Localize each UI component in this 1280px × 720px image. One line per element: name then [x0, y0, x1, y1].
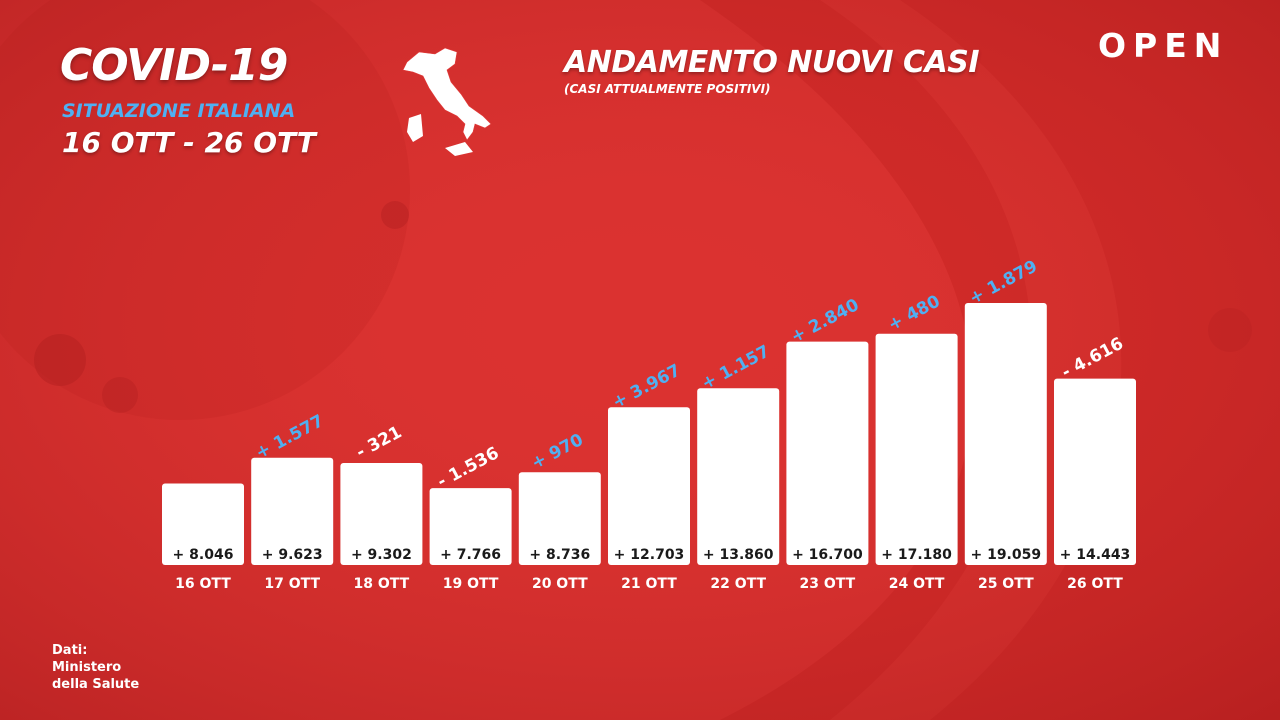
- x-tick-label: 19 OTT: [443, 576, 499, 592]
- x-tick-label: 25 OTT: [978, 576, 1034, 592]
- bar-value-label: + 9.302: [351, 547, 412, 563]
- bar: [697, 388, 780, 565]
- delta-label: - 4.616: [1058, 334, 1126, 383]
- bar: [429, 488, 512, 565]
- x-tick-label: 17 OTT: [264, 576, 320, 592]
- x-tick-label: 16 OTT: [175, 576, 231, 592]
- source-line: della Salute: [52, 677, 140, 692]
- chart-title: ANDAMENTO NUOVI CASI: [564, 45, 980, 80]
- delta-label: + 1.157: [699, 342, 774, 394]
- bar: [340, 462, 423, 565]
- delta-label: + 1.577: [253, 411, 328, 463]
- italy-map-icon: [402, 47, 492, 156]
- bar-value-label: + 12.703: [614, 547, 685, 563]
- date-range: 16 OTT - 26 OTT: [62, 126, 316, 159]
- page-title: COVID-19: [60, 40, 288, 91]
- x-tick-label: 20 OTT: [532, 576, 588, 592]
- data-source: Dati: Ministero della Salute: [52, 642, 139, 693]
- open-logo: OPEN: [1098, 26, 1229, 65]
- x-tick-label: 22 OTT: [710, 576, 766, 592]
- bar-value-label: + 13.860: [703, 547, 774, 563]
- source-line: Ministero: [52, 660, 122, 675]
- x-tick-label: 18 OTT: [354, 576, 410, 592]
- source-line: Dati:: [52, 643, 88, 658]
- bar: [964, 303, 1047, 565]
- delta-label: - 1.536: [434, 443, 502, 492]
- bar: [251, 457, 334, 565]
- delta-label: + 480: [885, 291, 944, 335]
- page-subtitle: SITUAZIONE ITALIANA: [62, 100, 296, 122]
- bar: [518, 472, 601, 565]
- bar-value-label: + 7.766: [440, 547, 501, 563]
- x-tick-label: 21 OTT: [621, 576, 677, 592]
- bar-value-label: + 17.180: [881, 547, 952, 563]
- bar-value-label: + 16.700: [792, 547, 863, 563]
- delta-label: + 970: [528, 430, 587, 474]
- bar: [1054, 378, 1136, 565]
- delta-label: + 3.967: [609, 361, 684, 413]
- delta-label: + 2.840: [788, 295, 863, 347]
- bar-value-label: + 8.736: [529, 547, 590, 563]
- bar-value-label: + 8.046: [173, 547, 234, 563]
- bar: [162, 483, 244, 565]
- bar-value-label: + 19.059: [970, 547, 1041, 563]
- x-tick-label: 26 OTT: [1067, 576, 1123, 592]
- x-tick-label: 23 OTT: [800, 576, 856, 592]
- delta-label: - 321: [353, 422, 405, 462]
- bar: [875, 333, 958, 565]
- x-tick-label: 24 OTT: [889, 576, 945, 592]
- bar-value-label: + 14.443: [1060, 547, 1131, 563]
- delta-label: + 1.879: [966, 256, 1041, 308]
- bar: [608, 407, 690, 565]
- bar-value-label: + 9.623: [262, 547, 323, 563]
- bar: [786, 341, 869, 565]
- chart-subtitle: (CASI ATTUALMENTE POSITIVI): [564, 82, 771, 96]
